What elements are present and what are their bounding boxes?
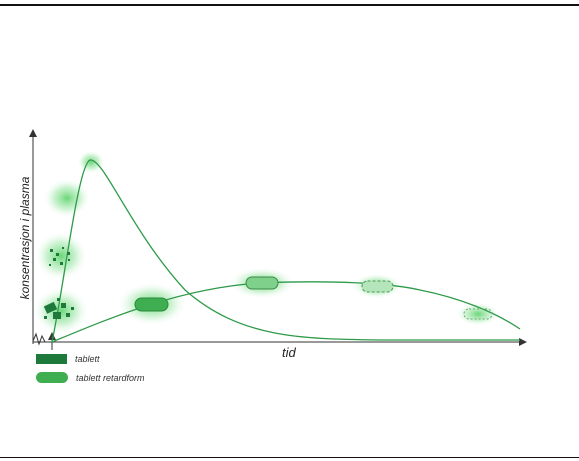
legend-item-tablet: tablett	[36, 354, 100, 364]
top-border-rule	[0, 4, 579, 6]
y-axis-label-text: konsentrasjon i plasma	[18, 176, 32, 300]
retard-capsules	[134, 276, 493, 320]
tablet-curve	[51, 159, 520, 343]
glow-halo	[43, 178, 91, 218]
capsule-partial	[245, 276, 279, 290]
glow-halos	[33, 150, 500, 335]
glow-halo	[34, 231, 88, 281]
glow-halo	[77, 150, 105, 174]
tablet-fragment-large	[43, 298, 74, 319]
legend-swatch-tablet	[36, 354, 67, 364]
legend-item-retard: tablett retardform	[36, 372, 145, 383]
tablet-fragment-small	[49, 247, 70, 266]
capsule-intact	[134, 297, 169, 312]
legend-swatch-retard	[36, 372, 68, 383]
x-axis-label: tid	[282, 345, 296, 360]
curves	[51, 159, 521, 343]
bottom-border-rule	[0, 457, 579, 458]
glow-halo	[33, 287, 89, 335]
tablet-fragments	[43, 247, 74, 319]
capsule-empty	[463, 308, 493, 320]
capsule-dissolving	[361, 280, 394, 293]
glow-halo	[456, 302, 500, 326]
retard-curve	[51, 281, 521, 343]
legend-label-retard: tablett retardform	[76, 372, 145, 383]
axis-break-zigzag	[32, 332, 46, 346]
legend-label-tablet: tablett	[75, 354, 100, 364]
axes	[29, 129, 527, 350]
